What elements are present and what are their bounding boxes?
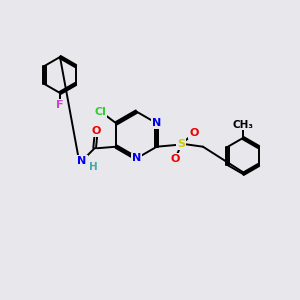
Text: H: H (89, 162, 98, 172)
Text: O: O (92, 126, 101, 136)
Text: N: N (152, 118, 161, 128)
Text: CH₃: CH₃ (232, 120, 254, 130)
Text: N: N (77, 156, 87, 166)
Text: S: S (177, 139, 185, 149)
Text: O: O (170, 154, 179, 164)
Text: F: F (56, 100, 64, 110)
Text: O: O (189, 128, 199, 138)
Text: Cl: Cl (95, 107, 106, 117)
Text: N: N (132, 153, 141, 164)
